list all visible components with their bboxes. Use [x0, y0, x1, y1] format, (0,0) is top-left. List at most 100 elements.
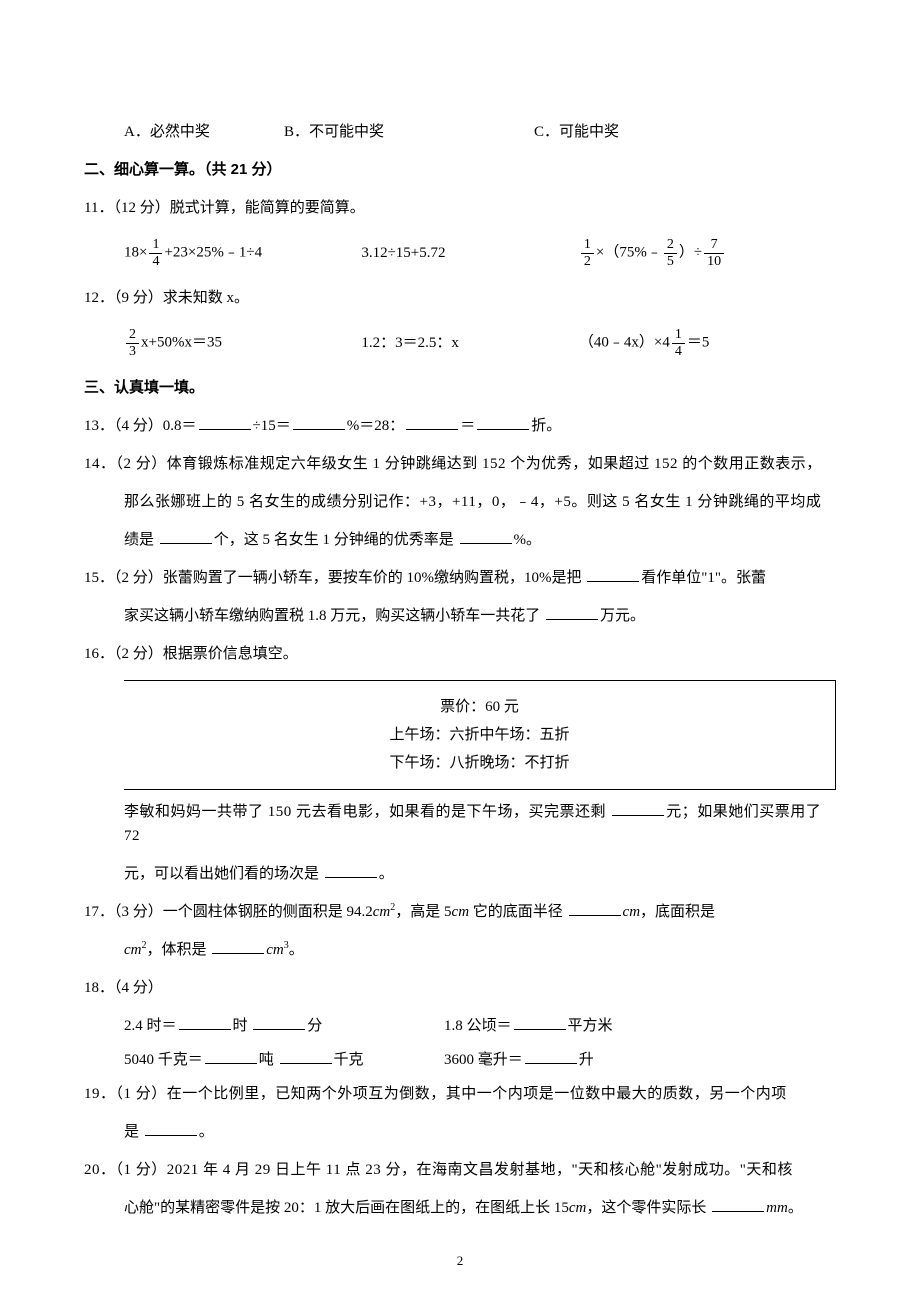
q20-l2a: 心舱"的某精密零件是按 20：1 放大后画在图纸上的，在图纸上长 15 — [124, 1200, 569, 1216]
q17-l1d: ，底面积是 — [640, 904, 715, 920]
frac-7-10: 710 — [704, 237, 724, 269]
q11-equations: 18×14+23×25%﹣1÷4 3.12÷15+5.72 12×（75%﹣25… — [84, 234, 836, 272]
q18-r2-right: 3600 毫升＝ 升 — [444, 1048, 764, 1072]
q18-r1-left: 2.4 时＝ 时 分 — [124, 1014, 444, 1038]
q17-l1c: 它的底面半径 — [469, 904, 567, 920]
q18-r1c: 分 — [307, 1018, 322, 1034]
q10-choices: A．必然中奖 B．不可能中奖 C．可能中奖 — [84, 120, 836, 144]
q13-b: ÷15＝ — [253, 418, 291, 434]
choice-a: A．必然中奖 — [84, 120, 284, 144]
frac-2-5: 25 — [664, 237, 677, 269]
q19-l1: 19．（1 分）在一个比例里，已知两个外项互为倒数，其中一个内项是一位数中最大的… — [84, 1082, 836, 1106]
blank — [325, 863, 377, 878]
q12-eq2: 1.2：3＝2.5：x — [361, 331, 579, 355]
cm2b: cm — [124, 942, 142, 958]
blank — [179, 1015, 231, 1030]
blank — [160, 529, 212, 544]
q12-e1b: x+50%x＝35 — [141, 334, 222, 350]
blank — [612, 801, 664, 816]
q20-l2: 心舱"的某精密零件是按 20：1 放大后画在图纸上的，在图纸上长 15cm，这个… — [84, 1196, 836, 1220]
ticket-r1: 票价：60 元 — [124, 695, 835, 719]
blank — [712, 1197, 764, 1212]
q18-r1: 2.4 时＝ 时 分 1.8 公顷＝ 平方米 — [84, 1014, 836, 1038]
section3-heading: 三、认真填一填。 — [84, 376, 836, 400]
q11-eq3: 12×（75%﹣25）÷710 — [579, 237, 836, 269]
blank — [525, 1049, 577, 1064]
q18-r2c: 千克 — [334, 1052, 364, 1068]
q19-l2b: 。 — [199, 1124, 214, 1140]
q16-prompt: 16．（2 分）根据票价信息填空。 — [84, 642, 836, 666]
q17-l1b: ，高是 5 — [395, 904, 451, 920]
q13-d: ＝ — [460, 418, 475, 434]
q18-r1d: 1.8 公顷＝ — [444, 1018, 512, 1034]
q12-eq1: 23x+50%x＝35 — [124, 327, 361, 359]
cm2: cm — [373, 904, 391, 920]
q11-e3a: ×（75%﹣ — [596, 244, 662, 260]
q13-a: 13．（4 分）0.8＝ — [84, 418, 197, 434]
q18-r1b: 时 — [233, 1018, 252, 1034]
q11-prompt: 11．（12 分）脱式计算，能简算的要简算。 — [84, 196, 836, 220]
blank — [406, 415, 458, 430]
q20-l2c: 。 — [788, 1200, 803, 1216]
q15-l2a: 家买这辆小轿车缴纳购置税 1.8 万元，购买这辆小轿车一共花了 — [124, 608, 544, 624]
blank — [212, 939, 264, 954]
blank — [569, 901, 621, 916]
q17-l2a: ，体积是 — [147, 942, 211, 958]
q18-r2d: 3600 毫升＝ — [444, 1052, 523, 1068]
blank — [205, 1049, 257, 1064]
blank — [546, 605, 598, 620]
q16-l1a: 李敏和妈妈一共带了 150 元去看电影，如果看的是下午场，买完票还剩 — [124, 804, 610, 820]
q11-e1a: 18× — [124, 244, 147, 260]
q17-l1: 17．（3 分）一个圆柱体钢胚的侧面积是 94.2cm2，高是 5cm 它的底面… — [84, 900, 836, 924]
q20-cm: cm — [569, 1200, 587, 1216]
q18-r2b: 吨 — [259, 1052, 278, 1068]
blank — [145, 1121, 197, 1136]
ticket-box: 票价：60 元 上午场：六折中午场：五折 下午场：八折晚场：不打折 — [124, 680, 836, 790]
ticket-r2: 上午场：六折中午场：五折 — [124, 723, 835, 747]
choice-c: C．可能中奖 — [534, 120, 734, 144]
cm-b: cm — [623, 904, 641, 920]
q14-l3: 绩是 个，这 5 名女生 1 分钟绳的优秀率是 %。 — [84, 528, 836, 552]
page-number: 2 — [0, 1251, 920, 1272]
ticket-r3: 下午场：八折晚场：不打折 — [124, 751, 835, 775]
q11-eq2: 3.12÷15+5.72 — [361, 241, 579, 265]
q12-e3a: （40﹣4x）×4 — [579, 334, 670, 350]
q18-r2a: 5040 千克＝ — [124, 1052, 203, 1068]
q20-l2b: ，这个零件实际长 — [586, 1200, 710, 1216]
q11-eq1: 18×14+23×25%﹣1÷4 — [124, 237, 361, 269]
blank — [460, 529, 512, 544]
q18-r1a: 2.4 时＝ — [124, 1018, 177, 1034]
q18-prompt: 18．（4 分） — [84, 976, 836, 1000]
q16-l2a: 元，可以看出她们看的场次是 — [124, 866, 323, 882]
q14-l3c: %。 — [514, 532, 542, 548]
q12-prompt: 12．（9 分）求未知数 x。 — [84, 286, 836, 310]
q16-l2b: 。 — [379, 866, 394, 882]
q14-l3a: 绩是 — [124, 532, 158, 548]
q20-l1: 20．（1 分）2021 年 4 月 29 日上午 11 点 23 分，在海南文… — [84, 1158, 836, 1182]
q12-eq3: （40﹣4x）×414＝5 — [579, 327, 836, 359]
q15-l2: 家买这辆小轿车缴纳购置税 1.8 万元，购买这辆小轿车一共花了 万元。 — [84, 604, 836, 628]
q19-l2: 是 。 — [84, 1120, 836, 1144]
blank — [253, 1015, 305, 1030]
q11-e1b: +23×25%﹣1÷4 — [164, 244, 262, 260]
q14-l3b: 个，这 5 名女生 1 分钟绳的优秀率是 — [214, 532, 458, 548]
frac-2-3: 23 — [126, 327, 139, 359]
blank — [477, 415, 529, 430]
q18-r2: 5040 千克＝ 吨 千克 3600 毫升＝ 升 — [84, 1048, 836, 1072]
q18-r2-left: 5040 千克＝ 吨 千克 — [124, 1048, 444, 1072]
q17-l2: cm2，体积是 cm3。 — [84, 938, 836, 962]
q13-c: %＝28： — [347, 418, 405, 434]
q15-l1: 15．（2 分）张蕾购置了一辆小轿车，要按车价的 10%缴纳购置税，10%是把 … — [84, 566, 836, 590]
q15-l1b: 看作单位"1"。张蕾 — [641, 570, 766, 586]
q13-e: 折。 — [531, 418, 561, 434]
q15-l2b: 万元。 — [600, 608, 645, 624]
section2-heading: 二、细心算一算。（共 21 分） — [84, 158, 836, 182]
frac-1-4b: 14 — [672, 327, 685, 359]
q12-equations: 23x+50%x＝35 1.2：3＝2.5：x （40﹣4x）×414＝5 — [84, 324, 836, 362]
q14-l1: 14．（2 分）体育锻炼标准规定六年级女生 1 分钟跳绳达到 152 个为优秀，… — [84, 452, 836, 476]
q18-r1e: 平方米 — [568, 1018, 613, 1034]
q11-e3b: ）÷ — [679, 244, 702, 260]
blank — [293, 415, 345, 430]
q18-r2e: 升 — [579, 1052, 594, 1068]
blank — [514, 1015, 566, 1030]
